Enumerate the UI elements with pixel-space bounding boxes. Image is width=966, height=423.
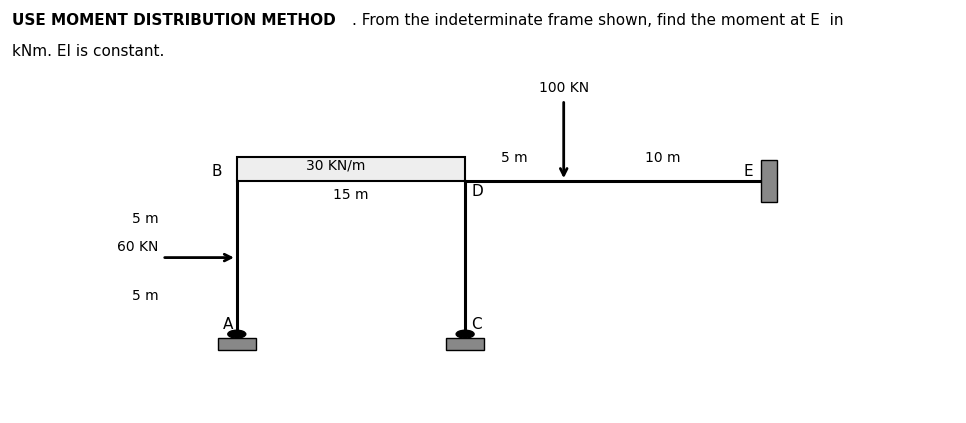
Bar xyxy=(237,157,466,181)
Text: . From the indeterminate frame shown, find the moment at E  in: . From the indeterminate frame shown, fi… xyxy=(352,13,843,27)
Bar xyxy=(218,338,255,350)
Text: E: E xyxy=(744,165,753,179)
Bar xyxy=(446,338,484,350)
Text: 100 KN: 100 KN xyxy=(539,81,588,95)
Circle shape xyxy=(456,330,474,338)
Text: 10 m: 10 m xyxy=(644,151,680,165)
Bar xyxy=(761,160,778,202)
Text: 30 KN/m: 30 KN/m xyxy=(306,159,366,173)
Text: D: D xyxy=(471,184,483,199)
Text: B: B xyxy=(212,165,222,179)
Text: 15 m: 15 m xyxy=(333,187,369,201)
Text: kNm. EI is constant.: kNm. EI is constant. xyxy=(12,44,164,59)
Text: 5 m: 5 m xyxy=(131,212,158,226)
Circle shape xyxy=(228,330,245,338)
Text: C: C xyxy=(471,318,482,332)
Text: 60 KN: 60 KN xyxy=(117,240,158,254)
Text: USE MOMENT DISTRIBUTION METHOD: USE MOMENT DISTRIBUTION METHOD xyxy=(12,13,335,27)
Text: 5 m: 5 m xyxy=(131,289,158,303)
Text: 5 m: 5 m xyxy=(501,151,527,165)
Text: A: A xyxy=(223,318,233,332)
